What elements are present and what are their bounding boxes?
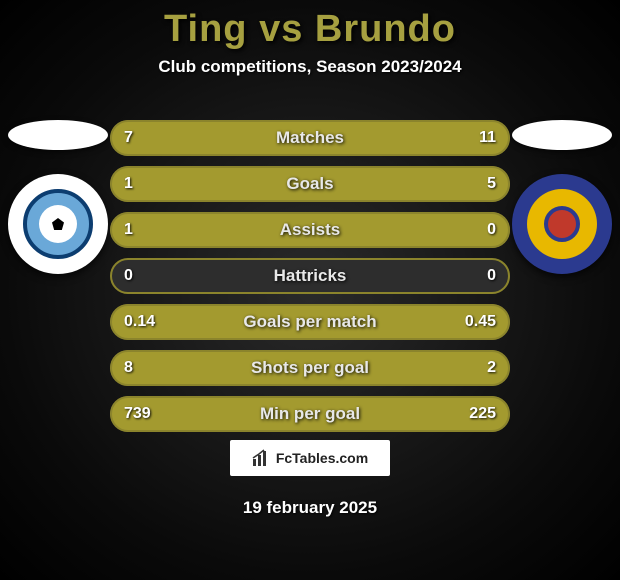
fctables-watermark: FcTables.com [230, 440, 390, 476]
subtitle: Club competitions, Season 2023/2024 [0, 57, 620, 77]
soccer-ball-icon [39, 205, 77, 243]
stat-label: Min per goal [110, 396, 510, 432]
stat-row: 15Goals [110, 166, 510, 202]
flag-right [512, 120, 612, 150]
badge-inner-shape [544, 206, 580, 242]
stat-row: 0.140.45Goals per match [110, 304, 510, 340]
page-title: Ting vs Brundo [0, 0, 620, 51]
date-label: 19 february 2025 [0, 498, 620, 518]
stat-row: 711Matches [110, 120, 510, 156]
flag-left [8, 120, 108, 150]
stat-row: 739225Min per goal [110, 396, 510, 432]
club-badge-left [8, 174, 108, 274]
stat-label: Goals [110, 166, 510, 202]
stat-label: Assists [110, 212, 510, 248]
stat-label: Shots per goal [110, 350, 510, 386]
player-left-column [8, 120, 108, 274]
stat-label: Matches [110, 120, 510, 156]
stat-row: 82Shots per goal [110, 350, 510, 386]
chart-icon [252, 449, 270, 467]
player-right-column [512, 120, 612, 274]
fctables-label: FcTables.com [276, 450, 368, 466]
stat-row: 00Hattricks [110, 258, 510, 294]
stat-label: Goals per match [110, 304, 510, 340]
stat-label: Hattricks [110, 258, 510, 294]
stats-container: 711Matches 15Goals 10Assists 00Hattricks 0.1… [110, 120, 510, 442]
club-badge-right [512, 174, 612, 274]
stat-row: 10Assists [110, 212, 510, 248]
